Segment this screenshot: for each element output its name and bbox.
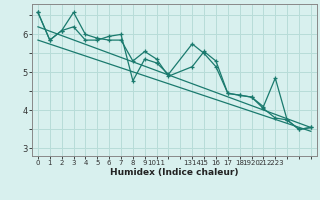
X-axis label: Humidex (Indice chaleur): Humidex (Indice chaleur) bbox=[110, 168, 239, 177]
